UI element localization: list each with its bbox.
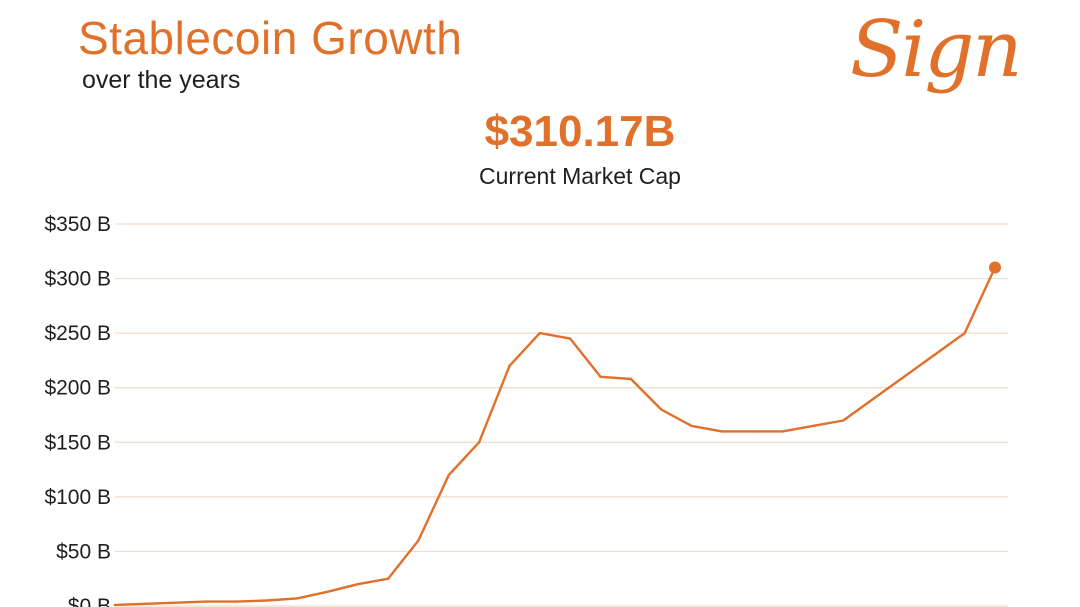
market-cap-label: Current Market Cap [479,163,681,189]
data-point [235,600,238,603]
series-line [113,266,997,607]
data-point [690,424,693,428]
logo-wordmark: Sign [850,5,1023,95]
data-point [902,375,906,378]
data-point [477,441,481,444]
data-point [660,408,663,411]
y-tick-label: $50 B [56,540,111,563]
data-point [144,602,147,606]
data-point [174,601,177,604]
y-tick-label: $100 B [44,486,111,509]
data-point [781,430,784,433]
brand-logo: Sign [850,0,1023,100]
data-point [842,419,845,422]
data-point [417,539,420,542]
chart-title: Stablecoin Growth [78,12,463,64]
data-point [933,353,936,357]
market-cap-value: $310.17B [484,107,676,156]
data-point [386,577,390,580]
data-point [629,377,633,381]
data-point [356,582,359,586]
grid-lines [115,223,1008,607]
data-point [265,599,268,602]
y-tick-label: $150 B [44,431,111,454]
y-tick-label: $200 B [44,377,111,400]
data-point [720,430,724,433]
y-tick-label: $350 B [44,213,111,236]
data-point [326,590,329,594]
data-point [447,473,450,477]
chart-subtitle: over the years [82,66,241,94]
data-point [963,331,966,335]
data-point [751,430,754,433]
data-point [295,597,299,600]
data-point [204,600,208,603]
data-point [811,424,815,428]
data-point [568,337,572,340]
data-point [599,375,602,378]
data-point [872,397,875,400]
latest-value-marker [989,261,1001,274]
y-tick-label: $250 B [44,322,111,345]
y-axis-ticks: $0 B $50 B $100 B $150 B $200 B $250 B $300 B $… [44,213,111,607]
series-layer [113,261,1001,607]
y-tick-label: $300 B [44,268,111,291]
data-point [113,603,117,607]
y-tick-label: $0 B [68,595,111,607]
data-point [538,331,542,335]
data-point [508,364,511,368]
